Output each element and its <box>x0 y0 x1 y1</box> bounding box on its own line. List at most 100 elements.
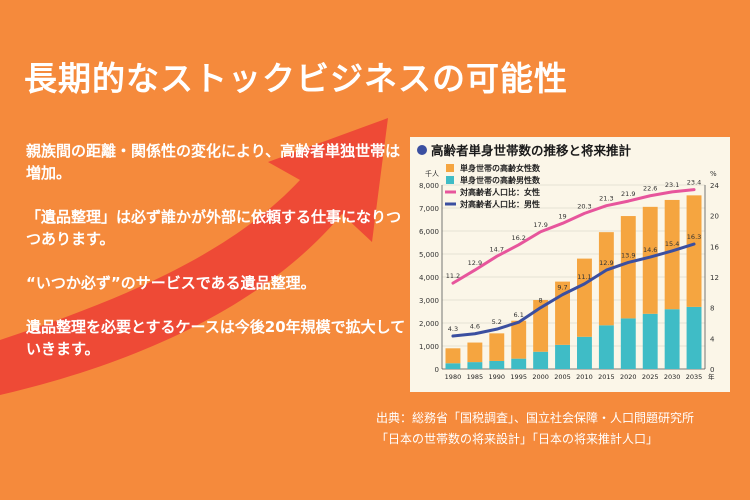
bar-female <box>577 258 592 337</box>
x-tick-label: 2030 <box>664 373 681 381</box>
female-ratio-data-label: 17.9 <box>533 221 547 229</box>
x-tick-label: 1995 <box>510 373 527 381</box>
y-right-tick-label: 8 <box>710 305 714 313</box>
bar-female <box>642 206 658 314</box>
male-ratio-data-label: 12.9 <box>599 259 613 267</box>
source-line: 「日本の世帯数の将来設計」「日本の将来推計人口」 <box>376 432 659 446</box>
title-bullet-icon <box>417 145 427 155</box>
male-ratio-data-label: 6.1 <box>514 311 524 319</box>
bar-male <box>555 344 570 369</box>
arrow-shape <box>0 118 388 395</box>
legend-label: 単身世帯の高齢男性数 <box>460 175 541 185</box>
elderly-households-chart: 高齢者単身世帯数の推移と将来推計 0 1,000 2,000 3,000 4,000 5,0… <box>417 143 719 381</box>
male-ratio-data-label: 5.2 <box>492 318 502 326</box>
x-tick-label: 2015 <box>598 373 615 381</box>
page-title: 長期的なストックビジネスの可能性 <box>24 59 568 98</box>
y-left-tick-label: 1,000 <box>419 343 439 351</box>
x-tick-label: 1980 <box>445 373 462 381</box>
x-tick-label: 2005 <box>554 373 571 381</box>
y-left-tick-label: 2,000 <box>419 320 439 328</box>
female-ratio-data-label: 20.3 <box>577 202 591 210</box>
bar-male <box>642 313 658 369</box>
female-ratio-data-label: 12.9 <box>468 259 482 267</box>
source-line: 出典：総務省「国税調査」、国立社会保障・人口問題研究所 <box>376 411 695 425</box>
x-tick-label: 1985 <box>467 373 484 381</box>
legend-swatch <box>446 164 454 172</box>
bar-male <box>664 309 680 369</box>
y-right-tick-label: 12 <box>710 274 719 282</box>
male-ratio-data-label: 14.6 <box>643 246 657 254</box>
female-ratio-data-label: 19 <box>558 212 566 220</box>
bar-female <box>686 195 702 307</box>
bar-male <box>686 306 702 369</box>
bar-female <box>598 232 614 326</box>
y-right-unit: % <box>710 170 717 178</box>
male-ratio-data-label: 9.7 <box>557 284 567 292</box>
x-tick-label: 2000 <box>532 373 549 381</box>
female-ratio-data-label: 14.7 <box>490 245 504 253</box>
bullet-list: 親族間の距離・関係性の変化により、高齢者単独世帯は増加。 「遺品整理」は必ず誰か… <box>26 140 406 382</box>
female-ratio-data-label: 16.2 <box>511 234 525 242</box>
male-ratio-data-label: 4.6 <box>470 323 480 331</box>
bar-male <box>577 336 592 369</box>
male-ratio-data-label: 13.9 <box>621 251 635 259</box>
bullet-item: 遺品整理を必要とするケースは今後20年規模で拡大していきます。 <box>26 318 406 358</box>
y-left-tick-label: 3,000 <box>419 297 439 305</box>
y-right-tick-label: 20 <box>710 213 719 221</box>
chart-title: 高齢者単身世帯数の推移と将来推計 <box>431 143 632 158</box>
bar-female <box>445 348 461 364</box>
male-ratio-data-label: 15.4 <box>665 240 679 248</box>
female-ratio-data-label: 21.9 <box>621 190 635 198</box>
bar-male <box>511 358 527 369</box>
y-right-tick-label: 0 <box>710 366 714 374</box>
y-right-tick-label: 24 <box>710 182 719 190</box>
x-axis-unit: 年 <box>708 372 715 381</box>
male-ratio-line <box>451 242 696 338</box>
female-ratio-data-label: 21.3 <box>599 195 613 203</box>
bar-female <box>533 300 549 352</box>
y-left-tick-label: 7,000 <box>419 205 439 213</box>
x-tick-label: 2035 <box>686 373 703 381</box>
male-ratio-data-label: 11.1 <box>577 273 591 281</box>
y-left-tick-label: 6,000 <box>419 228 439 236</box>
y-left-tick-label: 8,000 <box>419 182 439 190</box>
y-right-tick-label: 4 <box>710 335 715 343</box>
female-ratio-data-label: 22.6 <box>643 185 657 193</box>
legend-label: 対高齢者人口比：男性 <box>459 199 540 209</box>
bar-female <box>489 333 505 361</box>
female-ratio-data-label: 23.1 <box>665 181 679 189</box>
male-ratio-data-label: 8 <box>539 297 543 305</box>
bar-male <box>467 362 483 369</box>
legend-label: 対高齢者人口比：女性 <box>459 187 540 197</box>
bar-male <box>598 325 614 369</box>
y-left-tick-label: 0 <box>435 366 439 374</box>
x-tick-label: 2025 <box>642 373 659 381</box>
x-tick-label: 2010 <box>576 373 593 381</box>
bar-male <box>445 363 461 369</box>
female-ratio-data-label: 11.2 <box>446 272 460 280</box>
female-ratio-line <box>451 188 696 285</box>
bar-female <box>664 199 680 310</box>
bar-male <box>489 360 505 369</box>
bullet-item: 「遺品整理」は必ず誰かが外部に依頼する仕事になりつつあります。 <box>26 208 402 248</box>
male-ratio-data-label: 16.3 <box>687 233 701 241</box>
female-ratio-data-label: 23.4 <box>687 179 701 187</box>
male-ratio-data-label: 4.3 <box>448 325 458 333</box>
chart-card: 高齢者単身世帯数の推移と将来推計 0 1,000 2,000 3,000 4,000 5,0… <box>410 137 730 392</box>
legend-label: 単身世帯の高齢女性数 <box>460 163 541 173</box>
y-right-tick-label: 16 <box>710 243 719 251</box>
legend-swatch <box>446 176 454 184</box>
bar-male <box>533 351 549 369</box>
bar-female <box>467 342 483 363</box>
y-left-unit: 千人 <box>425 169 439 178</box>
bar-female <box>511 320 527 359</box>
bullet-item: “いつか必ず”のサービスである遺品整理。 <box>26 274 316 292</box>
source-citation: 出典：総務省「国税調査」、国立社会保障・人口問題研究所 「日本の世帯数の将来設計… <box>376 408 736 450</box>
y-left-tick-label: 5,000 <box>419 251 439 259</box>
bar-female <box>620 216 636 319</box>
x-tick-label: 1990 <box>489 373 506 381</box>
bullet-item: 親族間の距離・関係性の変化により、高齢者単独世帯は増加。 <box>26 142 401 182</box>
bar-male <box>620 318 636 369</box>
x-tick-label: 2020 <box>620 373 637 381</box>
